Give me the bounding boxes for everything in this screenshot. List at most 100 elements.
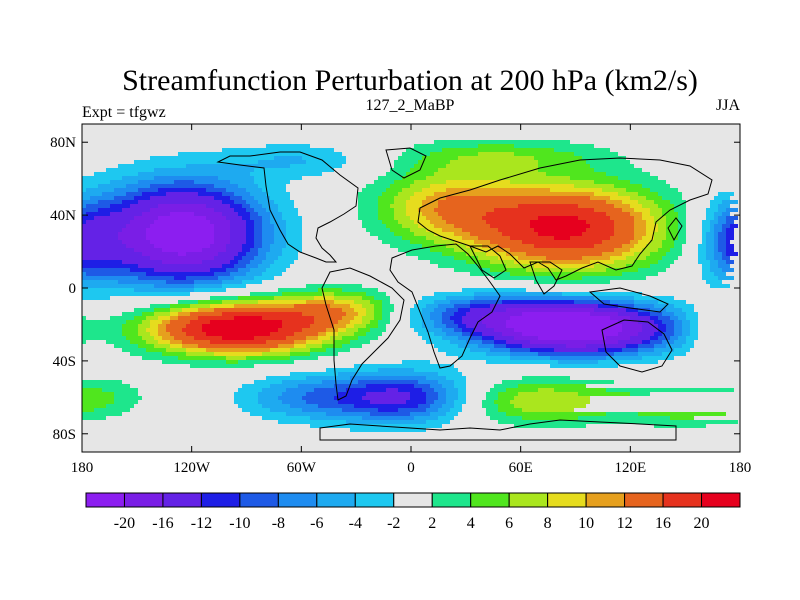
contour-cell — [226, 356, 246, 360]
contour-cell — [82, 164, 118, 168]
contour-cell — [446, 332, 462, 336]
contour-cell — [454, 240, 474, 244]
contour-cell — [434, 332, 446, 336]
contour-cell — [710, 264, 718, 268]
contour-cell — [602, 252, 622, 256]
contour-cell — [82, 408, 94, 412]
contour-cell — [270, 248, 282, 252]
contour-cell — [126, 244, 154, 248]
contour-cell — [458, 412, 486, 416]
colorbar-label: -8 — [272, 515, 285, 532]
contour-cell — [654, 348, 674, 352]
contour-cell — [690, 324, 698, 328]
contour-cell — [410, 308, 422, 312]
contour-cell — [82, 228, 122, 232]
contour-cell — [450, 420, 498, 424]
colorbar: -20 -16 -12 -10 -8 -6 -4 -2 2 4 6 8 10 12 16 20 — [85, 492, 741, 532]
contour-cell — [338, 332, 354, 336]
contour-cell — [710, 200, 722, 204]
contour-cell — [522, 344, 566, 348]
contour-cell — [682, 324, 690, 328]
contour-cell — [486, 252, 506, 256]
colorbar-label: -4 — [349, 515, 362, 532]
contour-cell — [302, 224, 362, 228]
contour-cell — [514, 328, 622, 332]
contour-cell — [670, 200, 686, 204]
contour-cell — [590, 260, 614, 264]
contour-cell — [510, 236, 554, 240]
contour-cell — [266, 208, 278, 212]
colorbar-swatch — [85, 492, 125, 508]
contour-cell — [118, 232, 146, 236]
contour-cell — [434, 308, 446, 312]
contour-cell — [246, 224, 254, 228]
contour-cell — [686, 216, 706, 220]
contour-cell — [682, 248, 698, 252]
contour-cell — [398, 388, 422, 392]
contour-cell — [130, 220, 154, 224]
contour-cell — [630, 248, 642, 252]
contour-cell — [410, 196, 426, 200]
contour-cell — [510, 180, 594, 184]
contour-cell — [130, 204, 158, 208]
contour-cell — [210, 244, 226, 248]
contour-cell — [682, 344, 694, 348]
contour-cell — [214, 232, 230, 236]
contour-cell — [614, 204, 630, 208]
contour-cell — [362, 304, 374, 308]
contour-cell — [274, 224, 286, 228]
contour-cell — [218, 252, 238, 256]
contour-cell — [718, 276, 734, 280]
contour-cell — [650, 316, 658, 320]
contour-cell — [666, 268, 702, 272]
contour-cell — [246, 228, 254, 232]
contour-cell — [418, 332, 434, 336]
contour-cell — [338, 400, 370, 404]
contour-cell — [690, 328, 698, 332]
contour-cell — [698, 320, 714, 324]
contour-cell — [234, 400, 258, 404]
colorbar-swatch — [316, 492, 356, 508]
contour-cell — [222, 300, 258, 304]
contour-cell — [254, 168, 334, 172]
contour-cell — [238, 404, 262, 408]
contour-cell — [266, 144, 310, 148]
contour-cell — [706, 212, 714, 216]
contour-cell — [418, 404, 430, 408]
contour-cell — [82, 392, 114, 396]
contour-cell — [430, 316, 442, 320]
contour-cell — [654, 220, 666, 224]
contour-cell — [698, 336, 718, 340]
contour-cell — [726, 248, 734, 252]
case-label: 127_2_MaBP — [366, 97, 455, 114]
contour-cell — [354, 308, 366, 312]
contour-cell — [262, 228, 274, 232]
contour-cell — [442, 336, 458, 340]
contour-cell — [230, 204, 242, 208]
contour-cell — [574, 152, 618, 156]
contour-cell — [278, 288, 318, 292]
contour-cell — [474, 296, 594, 300]
contour-cell — [666, 220, 678, 224]
contour-cell — [458, 308, 470, 312]
contour-cell — [246, 220, 254, 224]
contour-cell — [606, 200, 622, 204]
contour-cell — [250, 248, 258, 252]
contour-cell — [430, 220, 446, 224]
contour-cell — [674, 304, 694, 308]
contour-cell — [686, 212, 706, 216]
contour-cell — [298, 212, 358, 216]
contour-cell — [382, 316, 390, 320]
contour-cell — [490, 240, 522, 244]
contour-cell — [506, 320, 618, 324]
contour-cell — [498, 256, 518, 260]
contour-cell — [138, 392, 234, 396]
contour-cell — [422, 308, 434, 312]
contour-cell — [150, 184, 214, 188]
contour-cell — [262, 244, 270, 248]
contour-cell — [506, 412, 606, 416]
contour-cell — [254, 256, 266, 260]
contour-cell — [426, 420, 450, 424]
contour-cell — [134, 216, 158, 220]
contour-cell — [166, 192, 198, 196]
